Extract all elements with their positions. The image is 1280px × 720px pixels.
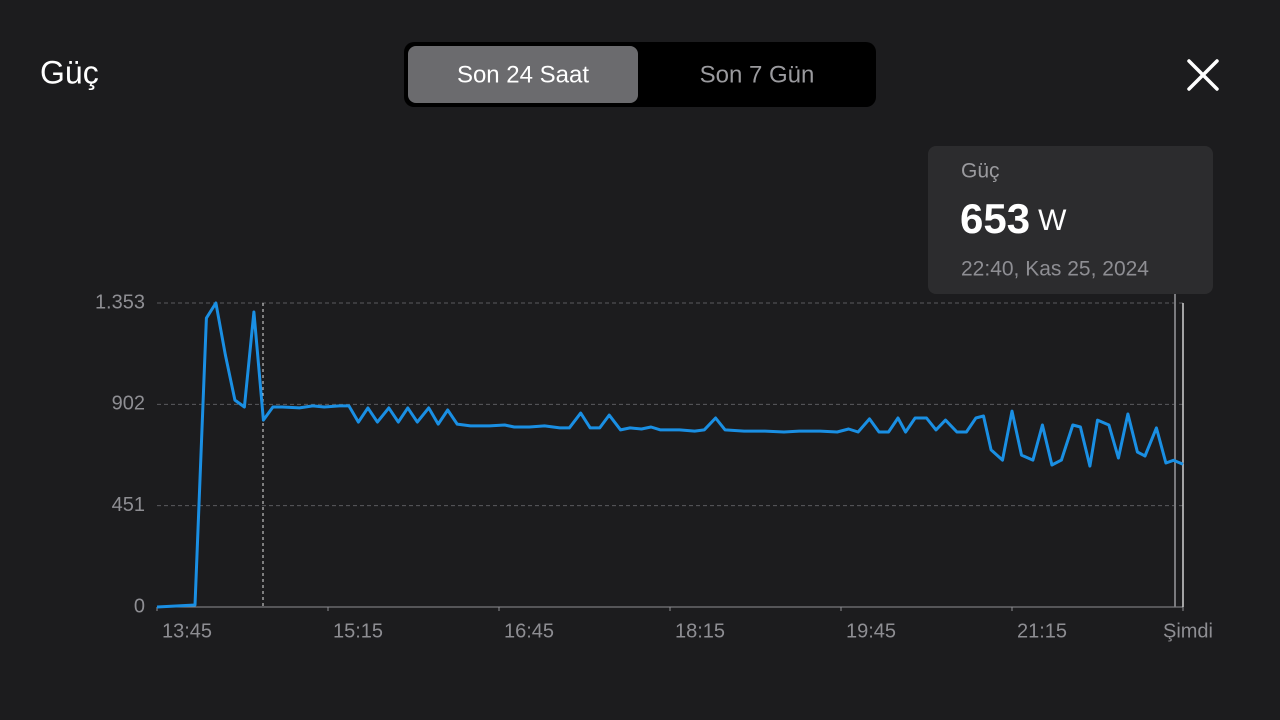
x-tick-label: 19:45: [846, 620, 896, 642]
x-tick-label: 16:45: [504, 620, 554, 642]
close-icon: [1187, 59, 1219, 91]
x-tick-label: Şimdi: [1163, 620, 1213, 642]
tab-selected-bg: [408, 46, 638, 103]
chart: 0 451 902 1.353 13:45 15:15 16:45 18:15 19:45 21:…: [95, 291, 1213, 642]
page-title: Güç: [40, 54, 99, 90]
x-tick-label: 21:15: [1017, 620, 1067, 642]
x-tick-label: 18:15: [675, 620, 725, 642]
tab[interactable]: Son 24 Saat: [457, 61, 589, 88]
tooltip-reading: 653 W: [960, 195, 1067, 242]
tooltip-label: Güç: [961, 160, 1000, 183]
tab[interactable]: Son 7 Gün: [700, 61, 815, 88]
close-button[interactable]: [1180, 52, 1226, 98]
y-tick-label: 1.353: [95, 291, 145, 313]
tooltip-time: 22:40, Kas 25, 2024: [961, 258, 1149, 281]
power-line: [156, 301, 1184, 609]
x-tick-label: 15:15: [333, 620, 383, 642]
y-tick-label: 0: [134, 595, 145, 617]
tooltip-value: 653: [960, 195, 1030, 242]
y-tick-label: 451: [112, 494, 145, 516]
tooltip-box: [928, 146, 1213, 294]
x-tick-label: 13:45: [162, 620, 212, 642]
y-tick-label: 902: [112, 393, 145, 415]
tooltip-unit: W: [1038, 204, 1067, 237]
